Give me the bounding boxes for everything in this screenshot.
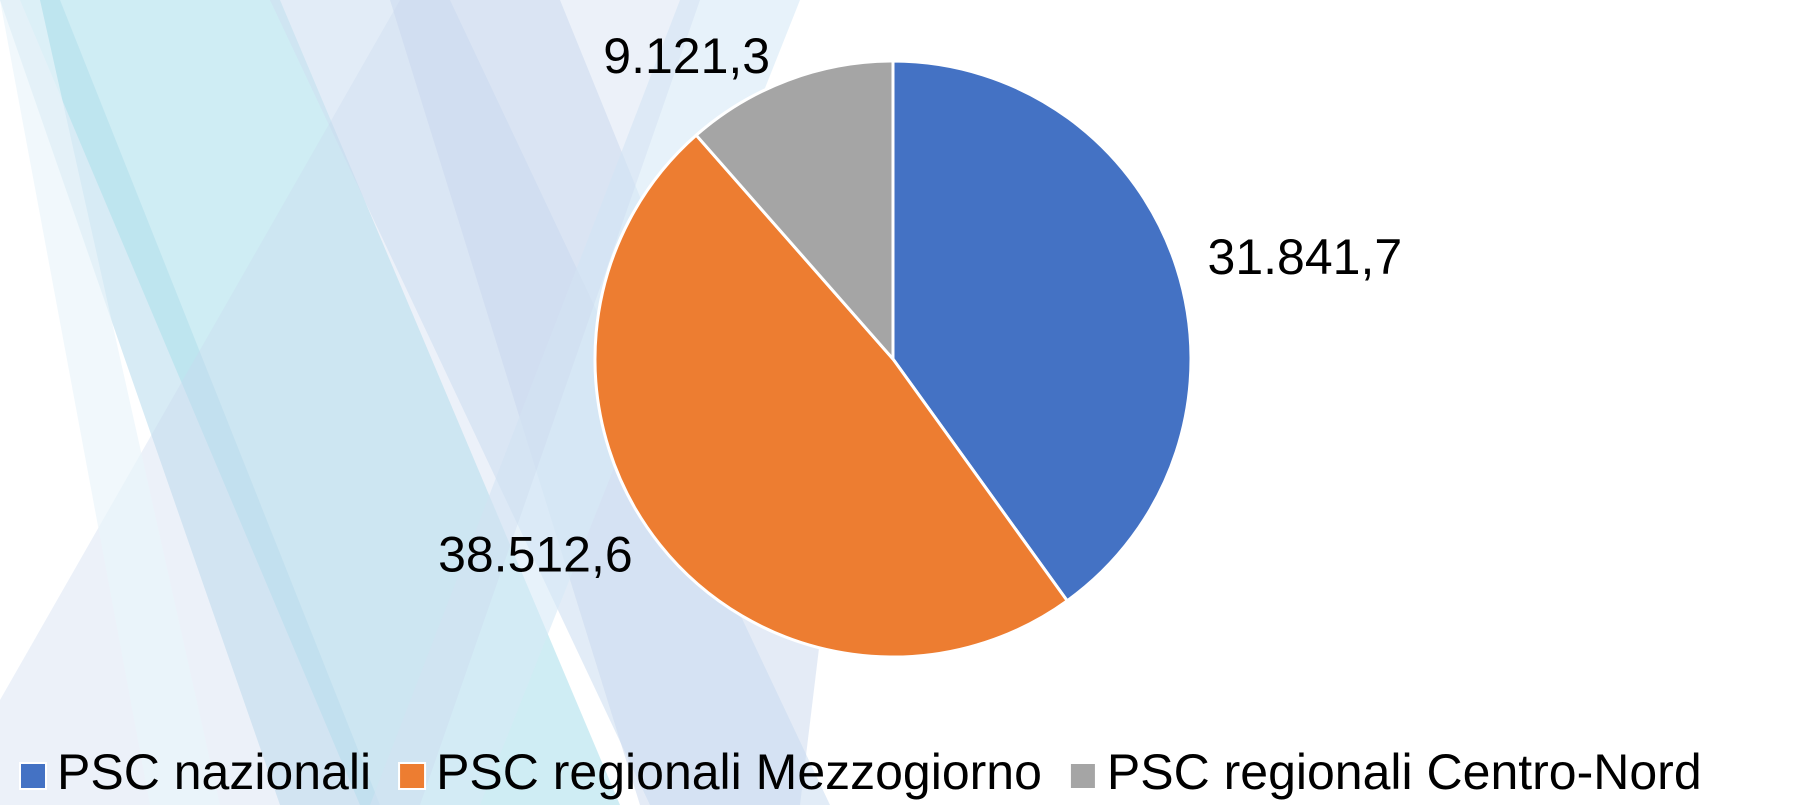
pie xyxy=(595,61,1191,657)
chart: 31.841,738.512,69.121,3 PSC nazionaliPSC… xyxy=(0,0,1798,805)
legend-label: PSC regionali Mezzogiorno xyxy=(436,744,1042,800)
data-label: 9.121,3 xyxy=(603,28,770,84)
legend-label: PSC regionali Centro-Nord xyxy=(1107,744,1702,800)
legend-swatch xyxy=(20,763,46,789)
legend-swatch xyxy=(399,763,425,789)
legend-label: PSC nazionali xyxy=(57,744,371,800)
legend-swatch xyxy=(1070,763,1096,789)
legend: PSC nazionali PSC regionali Mezzogiorno PS… xyxy=(20,744,1702,800)
data-label: 38.512,6 xyxy=(438,527,633,583)
data-label: 31.841,7 xyxy=(1208,229,1403,285)
